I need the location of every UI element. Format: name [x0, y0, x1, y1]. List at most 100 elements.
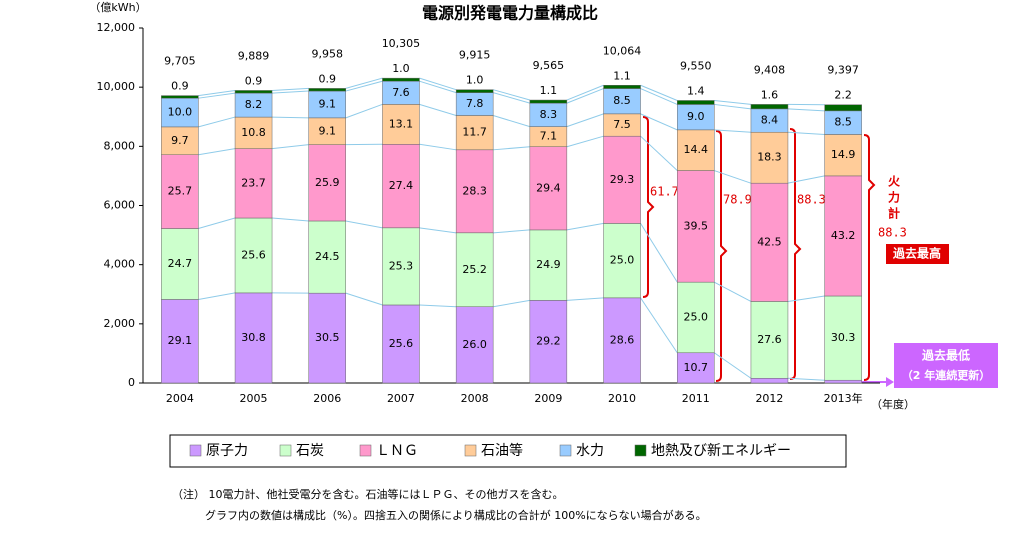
legend-swatch [559, 444, 572, 457]
value-label: 42.5 [757, 235, 782, 248]
connector [198, 116, 236, 128]
connector [566, 113, 604, 128]
connector [345, 103, 383, 119]
value-label: 7.8 [466, 97, 484, 110]
value-label: 2.2 [834, 89, 852, 102]
bar-segment [529, 229, 568, 301]
x-tick-label: 2011 [682, 392, 710, 405]
value-label: 26.0 [462, 338, 487, 351]
value-label: 10.8 [241, 126, 266, 139]
brackets [642, 116, 876, 382]
value-label: 7.6 [392, 86, 410, 99]
connector [198, 292, 236, 300]
value-label: 11.7 [462, 126, 487, 139]
value-label: 30.3 [831, 331, 856, 344]
x-tick-label: 2005 [240, 392, 268, 405]
y-tick-label: 2,000 [104, 317, 136, 330]
bar-segment [750, 378, 789, 384]
total-label: 9,705 [164, 55, 196, 68]
value-label: 8.5 [613, 94, 631, 107]
connector [493, 115, 530, 128]
value-label: 29.3 [610, 173, 635, 186]
value-label: 18.3 [757, 151, 782, 164]
connector [272, 90, 309, 94]
value-label: 25.6 [389, 337, 414, 350]
value-label: 1.0 [392, 62, 410, 75]
total-label: 9,915 [459, 49, 491, 62]
y-unit: （億kWh） [89, 1, 146, 14]
total-label: 9,550 [680, 59, 712, 72]
connector [640, 113, 678, 131]
bar-segment [750, 131, 789, 184]
total-label: 9,565 [533, 59, 565, 72]
bar-segment [677, 281, 715, 354]
connector [419, 143, 457, 151]
connector [198, 89, 236, 97]
bar-segment [382, 77, 420, 82]
connector [272, 116, 309, 119]
connector [493, 229, 530, 234]
bar-segment [161, 97, 199, 128]
value-label: 9.7 [171, 134, 189, 147]
bar-segment [824, 134, 862, 177]
footnote: グラフ内の数値は構成比（%）。四捨五入の関係により構成比の合計が 100%になら… [205, 508, 707, 522]
x-unit: （年度） [871, 397, 915, 411]
value-label: 30.5 [315, 331, 340, 344]
bar-segment [382, 227, 420, 306]
value-label: 1.1 [613, 69, 631, 82]
connector [493, 299, 530, 308]
connector [493, 92, 530, 104]
value-label: 8.4 [761, 114, 779, 127]
bracket [642, 116, 655, 298]
value-label: 1.0 [466, 74, 484, 87]
connector [198, 92, 236, 99]
bar-segment [455, 89, 494, 93]
bar-segment [529, 99, 568, 104]
legend-label: 水力 [576, 443, 604, 459]
bar-segment [382, 304, 420, 384]
connector [714, 170, 752, 184]
value-label: 28.3 [462, 184, 487, 197]
value-label: 24.5 [315, 250, 340, 263]
connector [419, 227, 457, 234]
bracket [715, 130, 728, 382]
bracket [863, 134, 876, 381]
connector [419, 77, 457, 91]
record-low-box [894, 343, 998, 388]
value-label: 9.0 [687, 110, 705, 123]
connector [640, 135, 678, 171]
bar-segment [824, 175, 862, 297]
connector [787, 108, 825, 112]
bar-segment [455, 306, 494, 384]
total-label: 9,397 [827, 64, 859, 77]
value-label: 25.9 [315, 176, 340, 189]
bar-segment [308, 90, 346, 119]
value-label: 8.2 [245, 98, 263, 111]
bar-segment [824, 104, 862, 112]
x-tick-label: 2012 [755, 392, 783, 405]
value-label: 23.7 [241, 176, 266, 189]
x-tick-label: 2010 [608, 392, 636, 405]
connector [714, 99, 752, 105]
chart-title: 電源別発電電力量構成比 [422, 4, 598, 23]
legend-label: 原子力 [206, 443, 248, 459]
x-tick-label: 2013年 [824, 391, 863, 405]
bar-segment [603, 135, 641, 224]
value-label: 13.1 [389, 117, 414, 130]
bar-segment [308, 117, 346, 145]
value-label: 24.9 [536, 258, 561, 271]
connector [272, 217, 309, 222]
value-label: 7.1 [540, 130, 558, 143]
bracket [789, 128, 802, 380]
bar-segment [161, 154, 199, 229]
connector [419, 80, 457, 94]
connector [714, 281, 752, 302]
bar-segment [750, 104, 789, 110]
bar-segment [824, 379, 862, 384]
value-label: 8.3 [540, 108, 558, 121]
bar-segment [603, 297, 641, 384]
value-label: 9.1 [319, 124, 337, 137]
total-label: 9,408 [754, 63, 786, 76]
bar-segment [308, 292, 346, 384]
bar-segment [529, 300, 568, 384]
